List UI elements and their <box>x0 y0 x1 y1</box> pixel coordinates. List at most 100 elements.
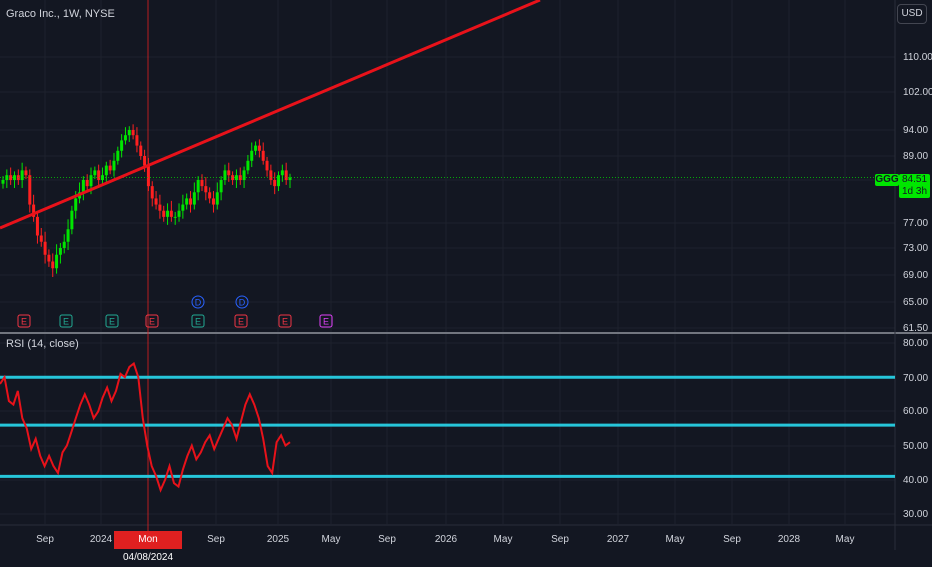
earnings-icon <box>234 314 248 328</box>
candle-body <box>131 130 135 136</box>
event-marker-label: E <box>282 317 288 327</box>
price-tick-label: 73.00 <box>903 243 928 254</box>
time-tick-label: May <box>666 534 685 545</box>
time-tick-label: 2024 <box>90 534 113 545</box>
candle-body <box>254 145 258 151</box>
candle-body <box>166 210 170 217</box>
candle-body <box>28 175 32 205</box>
candle-body <box>273 180 277 187</box>
candle-body <box>1 180 5 184</box>
time-tick-label: May <box>836 534 855 545</box>
candle-body <box>85 180 89 187</box>
dividend-icon <box>235 295 249 309</box>
candle-body <box>204 186 208 193</box>
candle-body <box>146 165 150 187</box>
candle-body <box>200 180 204 187</box>
rsi-tick-label: 40.00 <box>903 475 928 486</box>
event-marker-label: E <box>195 317 201 327</box>
candle-body <box>162 210 166 217</box>
candle-body <box>257 145 261 151</box>
candle-body <box>208 192 212 199</box>
candle-body <box>139 145 143 156</box>
candle-body <box>135 135 139 146</box>
candle-body <box>154 198 158 205</box>
price-tick-label: 102.00 <box>903 87 932 98</box>
last-price: 84.51 <box>901 174 928 185</box>
candle-body <box>24 170 28 176</box>
candle-body <box>242 170 246 180</box>
time-tick-label: May <box>494 534 513 545</box>
event-marker-label: E <box>149 317 155 327</box>
event-marker-label: D <box>195 298 202 308</box>
candle-body <box>189 198 193 205</box>
time-tick-label: Sep <box>36 534 54 545</box>
time-tick-label: Sep <box>378 534 396 545</box>
candle-body <box>112 160 116 171</box>
currency-button[interactable]: USD <box>897 4 927 24</box>
candle-body <box>231 175 235 180</box>
earnings-icon <box>59 314 73 328</box>
earnings-icon <box>319 314 333 328</box>
candle-body <box>215 192 219 205</box>
earnings-icon <box>278 314 292 328</box>
event-marker-label: E <box>109 317 115 327</box>
rsi-tick-label: 50.00 <box>903 441 928 452</box>
candle-body <box>32 204 36 217</box>
candle-body <box>277 175 281 187</box>
rsi-tick-label: 70.00 <box>903 373 928 384</box>
chart-canvas[interactable]: 110.00 102.00 94.00 89.00 77.00 73.00 69.00 65.… <box>0 0 932 550</box>
candle-body <box>120 140 124 151</box>
bar-countdown: 1d 3h <box>901 186 928 197</box>
event-marker-label: E <box>21 317 27 327</box>
candle-body <box>211 198 215 205</box>
earnings-icon <box>145 314 159 328</box>
candle-body <box>227 170 231 176</box>
candle-body <box>280 170 284 176</box>
time-tick-label: Sep <box>207 534 225 545</box>
time-tick-label: May <box>322 534 341 545</box>
candle-body <box>192 192 196 205</box>
candle-body <box>35 216 39 236</box>
candle-body <box>223 170 227 180</box>
candle-body <box>150 186 154 199</box>
candle-body <box>123 135 127 141</box>
candle-body <box>173 216 177 218</box>
earnings-icon <box>17 314 31 328</box>
rsi-tick-label: 60.00 <box>903 406 928 417</box>
candle-body <box>269 170 273 180</box>
price-tick-label: 110.00 <box>903 52 932 63</box>
price-tick-label: 89.00 <box>903 151 928 162</box>
time-tick-label: 2026 <box>435 534 458 545</box>
candle-body <box>143 156 147 166</box>
time-tick-label: 2028 <box>778 534 801 545</box>
candle-body <box>234 175 238 180</box>
price-tick-label: 61.50 <box>903 323 928 334</box>
price-tick-label: 65.00 <box>903 297 928 308</box>
candle-body <box>158 204 162 211</box>
time-tick-label: Sep <box>551 534 569 545</box>
rsi-line <box>0 361 291 493</box>
candle-body <box>196 180 200 193</box>
candle-body <box>20 170 24 180</box>
event-marker-label: E <box>323 317 329 327</box>
candle-body <box>288 177 292 180</box>
time-tick-label: 2027 <box>607 534 630 545</box>
candle-body <box>89 175 93 187</box>
candle-body <box>9 175 13 180</box>
chart-container[interactable]: 110.00 102.00 94.00 89.00 77.00 73.00 69.00 65.… <box>0 0 932 550</box>
candle-body <box>265 160 269 171</box>
rsi-title: RSI (14, close) <box>6 338 79 350</box>
candle-body <box>185 198 189 205</box>
symbol-badge: GGG <box>875 174 899 186</box>
candle-body <box>51 261 55 269</box>
candle-body <box>169 210 173 217</box>
last-price-badge: 84.51 1d 3h <box>899 174 930 198</box>
candle-body <box>81 180 85 193</box>
candle-body <box>108 165 112 171</box>
dividend-icon <box>191 295 205 309</box>
chart-title: Graco Inc., 1W, NYSE <box>6 8 115 20</box>
crosshair-date-badge: Mon 04/08/2024 <box>114 531 182 563</box>
candle-body <box>12 175 16 180</box>
candle-body <box>127 130 131 136</box>
candle-body <box>284 170 288 180</box>
